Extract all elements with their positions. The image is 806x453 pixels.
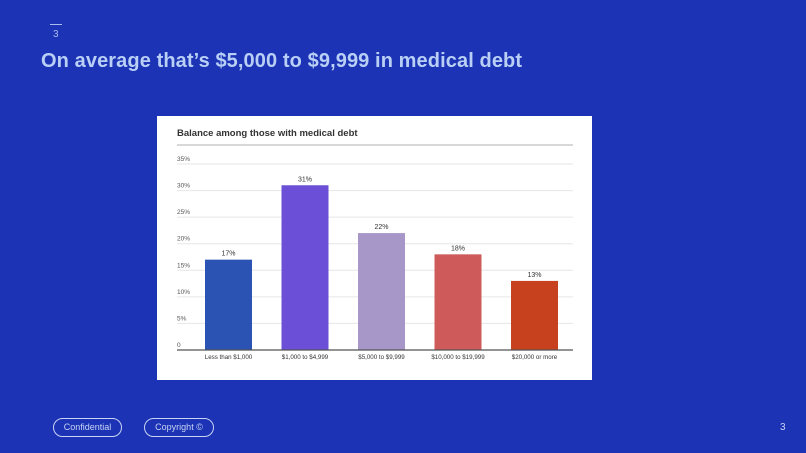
- slide-number-rule: [50, 24, 62, 25]
- y-tick-label: 15%: [177, 262, 190, 269]
- bar: [358, 233, 405, 350]
- x-tick-label: $10,000 to $19,999: [431, 354, 485, 361]
- x-tick-label: $1,000 to $4,999: [282, 354, 329, 361]
- data-label: 17%: [221, 251, 235, 258]
- page-title: On average that’s $5,000 to $9,999 in me…: [41, 50, 523, 72]
- copyright-badge: Copyright ©: [144, 418, 214, 437]
- y-tick-label: 30%: [177, 183, 190, 190]
- bar: [205, 259, 252, 350]
- bar: [511, 280, 558, 350]
- bar: [281, 185, 329, 350]
- x-tick-label: $20,000 or more: [512, 354, 558, 361]
- bar: [434, 254, 482, 350]
- data-label: 31%: [298, 176, 312, 183]
- data-label: 22%: [374, 224, 388, 231]
- y-tick-label: 5%: [177, 315, 187, 322]
- y-tick-label: 35%: [177, 156, 190, 163]
- slide-number: 3: [53, 29, 59, 40]
- data-label: 18%: [451, 245, 465, 252]
- data-label: 13%: [527, 272, 541, 279]
- y-tick-label: 0: [177, 342, 181, 349]
- x-tick-label: Less than $1,000: [205, 354, 253, 361]
- x-tick-label: $5,000 to $9,999: [358, 354, 405, 361]
- chart-title: Balance among those with medical debt: [177, 128, 358, 139]
- confidential-badge: Confidential: [53, 418, 122, 437]
- y-tick-label: 20%: [177, 236, 190, 243]
- y-tick-label: 25%: [177, 209, 190, 216]
- page-number: 3: [780, 422, 786, 433]
- chart-card: Balance among those with medical debt 0 5%…: [157, 116, 592, 380]
- y-tick-label: 10%: [177, 289, 190, 296]
- bar-chart: Balance among those with medical debt 0 5%…: [177, 128, 573, 361]
